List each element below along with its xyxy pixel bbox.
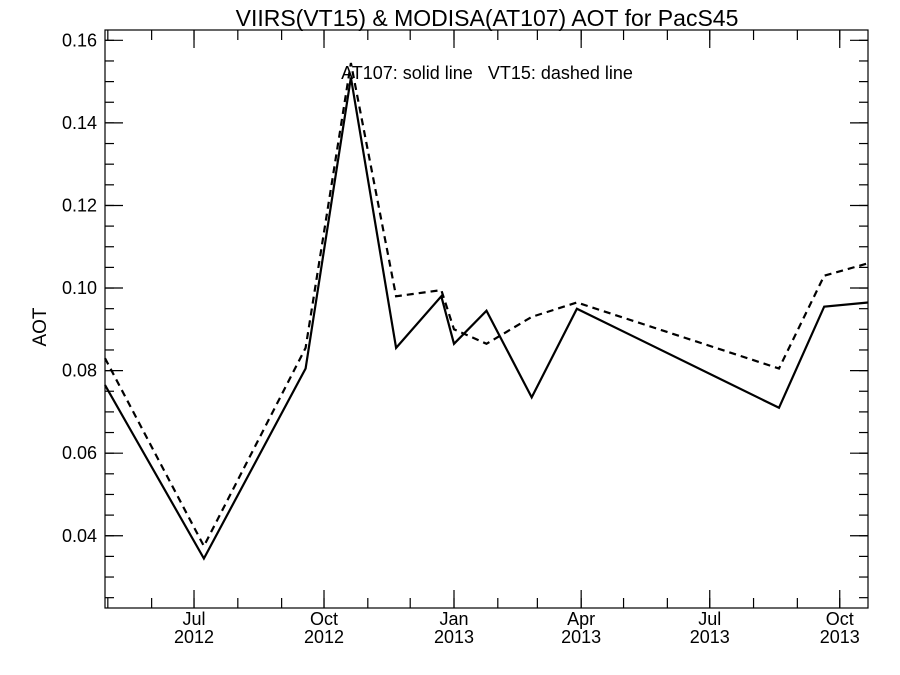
x-tick-year-label: 2013: [434, 627, 474, 647]
x-tick-year-label: 2013: [561, 627, 601, 647]
axis-ticks: [105, 30, 868, 608]
x-tick-month-label: Apr: [567, 609, 595, 629]
y-tick-label: 0.06: [62, 443, 97, 463]
x-tick-year-label: 2013: [820, 627, 860, 647]
x-tick-month-label: Oct: [310, 609, 338, 629]
x-tick-year-label: 2012: [304, 627, 344, 647]
y-tick-label: 0.12: [62, 195, 97, 215]
series-line-vt15: [104, 62, 869, 549]
plot-frame: [104, 29, 869, 609]
y-tick-label: 0.16: [62, 30, 97, 50]
series-line-at107: [104, 77, 869, 561]
y-tick-labels: 0.04 0.06 0.08 0.10 0.12 0.14 0.16: [62, 30, 97, 545]
x-tick-year-label: 2013: [690, 627, 730, 647]
chart-title: VIIRS(VT15) & MODISA(AT107) AOT for PacS…: [236, 5, 739, 31]
x-tick-month-label: Jul: [698, 609, 721, 629]
y-tick-label: 0.10: [62, 278, 97, 298]
x-tick-labels: Jul2012Oct2012Jan2013Apr2013Jul2013Oct20…: [174, 609, 860, 647]
series-lines: [104, 62, 869, 561]
x-tick-year-label: 2012: [174, 627, 214, 647]
x-tick-month-label: Jul: [183, 609, 206, 629]
y-tick-label: 0.08: [62, 361, 97, 381]
y-axis-label: AOT: [30, 307, 51, 346]
line-style-annotation: AT107: solid line VT15: dashed line: [341, 63, 633, 83]
y-tick-label: 0.14: [62, 113, 97, 133]
x-tick-month-label: Jan: [439, 609, 468, 629]
x-tick-month-label: Oct: [826, 609, 854, 629]
y-tick-label: 0.04: [62, 526, 97, 546]
